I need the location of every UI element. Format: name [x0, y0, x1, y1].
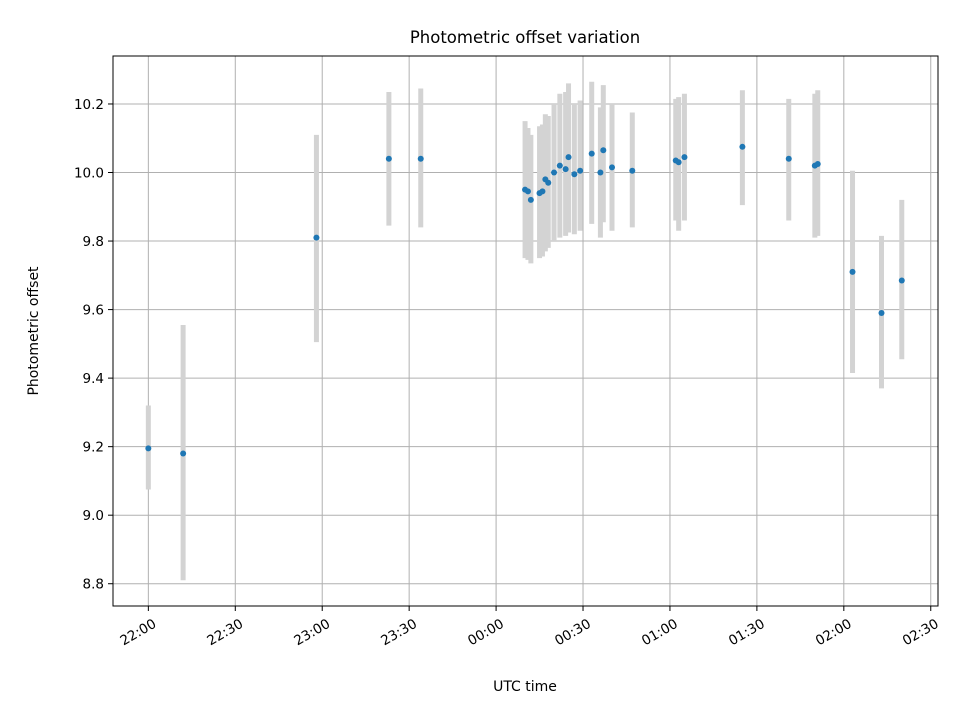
plot-frame: [112, 55, 939, 607]
data-point: [565, 154, 572, 161]
data-point: [675, 159, 682, 166]
data-point: [588, 150, 595, 157]
data-point: [898, 277, 905, 284]
data-point: [545, 179, 552, 186]
data-point: [577, 167, 584, 174]
x-axis-label: UTC time: [493, 679, 557, 695]
data-point: [629, 167, 636, 174]
data-point: [571, 171, 578, 178]
data-point: [608, 164, 615, 171]
data-point: [785, 155, 792, 162]
data-point: [385, 155, 392, 162]
y-tick-label: 10.0: [74, 166, 104, 182]
y-axis-ticks: 8.8 9.0 9.2 9.4 9.6 9.8 10.0 10.2: [74, 97, 113, 593]
data-point: [556, 162, 563, 169]
data-point: [551, 169, 558, 176]
y-tick-label: 9.6: [83, 303, 104, 319]
y-tick-label: 9.8: [83, 234, 104, 250]
data-point: [417, 155, 424, 162]
data-point: [562, 166, 569, 173]
data-point: [814, 160, 821, 167]
y-tick-label: 9.2: [83, 440, 104, 456]
y-axis-label: Photometric offset: [26, 266, 42, 396]
data-point: [180, 450, 187, 457]
data-point: [597, 169, 604, 176]
data-point: [539, 188, 546, 195]
data-point: [524, 188, 531, 195]
data-point: [313, 234, 320, 241]
grid: [113, 56, 938, 606]
y-tick-label: 9.0: [83, 508, 104, 524]
data-point: [739, 143, 746, 150]
data-point: [600, 147, 607, 154]
chart-title: Photometric offset variation: [410, 28, 640, 47]
data-point: [878, 310, 885, 317]
data-point: [681, 154, 688, 161]
data-points: [145, 143, 905, 457]
data-point: [849, 268, 856, 275]
data-point: [527, 196, 534, 203]
y-tick-label: 10.2: [74, 97, 104, 113]
y-tick-label: 9.4: [83, 371, 104, 387]
data-point: [145, 445, 152, 452]
y-tick-label: 8.8: [83, 577, 104, 593]
